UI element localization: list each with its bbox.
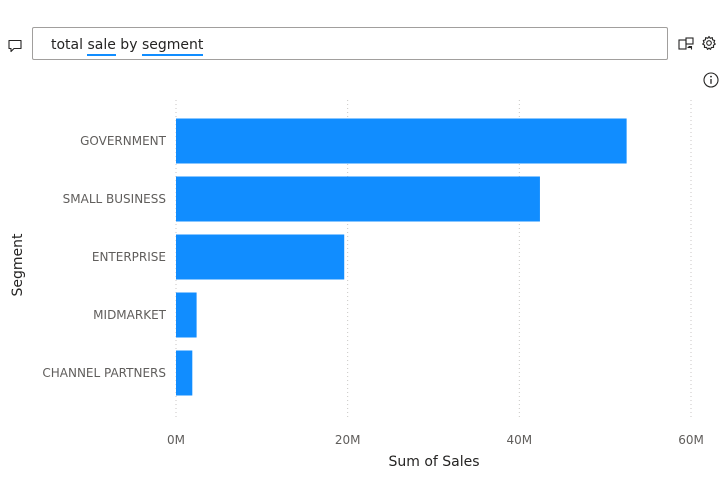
y-axis-title: Segment <box>10 233 26 297</box>
y-axis-tick-labels: GOVERNMENT SMALL BUSINESS ENTERPRISE MIDMAR… <box>42 134 166 380</box>
x-tick-label: 40M <box>507 433 533 447</box>
settings-gear-icon[interactable] <box>700 34 718 52</box>
x-tick-label: 60M <box>678 433 704 447</box>
bar-enterprise[interactable] <box>176 234 345 280</box>
qna-question-input[interactable]: total sale by segment <box>32 27 668 60</box>
query-term-segment: segment <box>141 37 204 56</box>
x-axis-tick-labels: 0M 20M 40M 60M <box>167 433 704 447</box>
y-tick-label: GOVERNMENT <box>80 134 167 148</box>
chart-bars <box>176 118 627 396</box>
y-tick-label: MIDMARKET <box>93 308 166 322</box>
x-tick-label: 20M <box>335 433 361 447</box>
turn-into-visual-icon[interactable] <box>677 34 695 52</box>
query-term-sale: sale <box>87 37 116 56</box>
info-icon[interactable] <box>702 71 720 89</box>
x-axis-title: Sum of Sales <box>388 454 479 470</box>
speech-bubble-icon[interactable] <box>7 38 23 54</box>
y-tick-label: SMALL BUSINESS <box>63 192 166 206</box>
y-tick-label: ENTERPRISE <box>92 250 166 264</box>
qna-question-text: total sale by segment <box>51 36 204 56</box>
bar-small-business[interactable] <box>176 176 540 222</box>
query-part: by <box>115 37 142 53</box>
bar-midmarket[interactable] <box>176 292 197 338</box>
bar-government[interactable] <box>176 118 627 164</box>
query-part: total <box>51 37 88 53</box>
x-tick-label: 0M <box>167 433 185 447</box>
y-tick-label: CHANNEL PARTNERS <box>42 366 166 380</box>
bar-channel-partners[interactable] <box>176 350 193 396</box>
